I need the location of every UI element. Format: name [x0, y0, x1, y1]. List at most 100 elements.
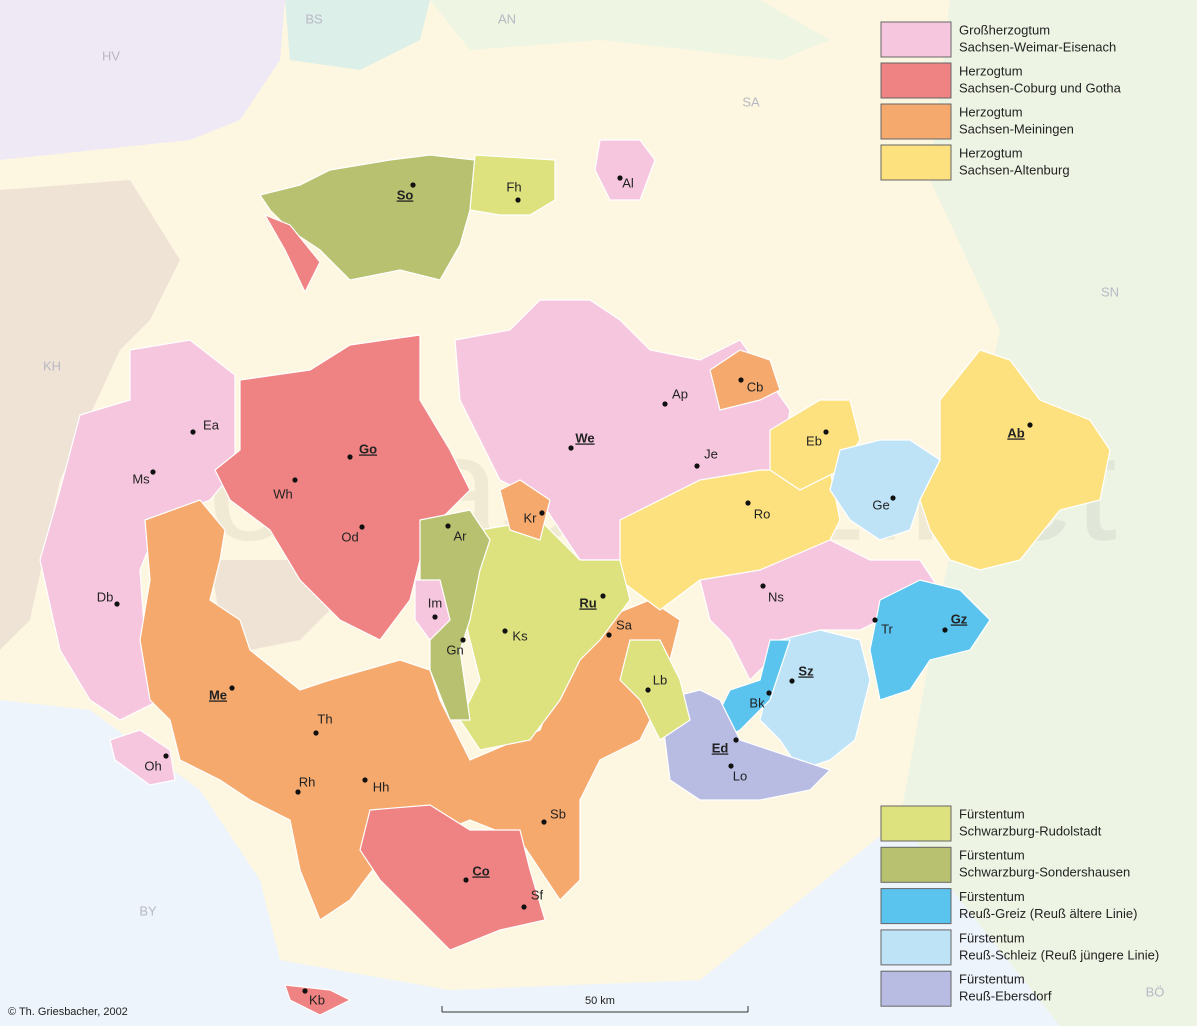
place-label: Sf [531, 887, 544, 902]
place-label: Al [622, 175, 634, 190]
place-label: Rh [299, 774, 316, 789]
legend-swatch [880, 846, 952, 883]
place-label: Hh [373, 779, 390, 794]
capital-label: Co [472, 863, 489, 878]
place-label: Cb [747, 379, 764, 394]
legend-text: Schwarzburg-Sondershausen [959, 865, 1130, 880]
place-dot [662, 401, 668, 407]
region [263, 213, 321, 294]
capital-label: Me [209, 687, 227, 702]
place-label: Ge [872, 497, 889, 512]
legend-swatch [880, 970, 952, 1007]
place-dot [872, 617, 878, 623]
place-label: Lb [653, 672, 667, 687]
neighbor-label: BS [305, 11, 323, 26]
place-label: Ap [672, 386, 688, 401]
legend-swatch [880, 929, 952, 966]
place-label: Ks [512, 628, 528, 643]
place-label: Gn [446, 642, 463, 657]
region [829, 439, 941, 541]
region [709, 349, 781, 411]
place-label: Im [428, 595, 442, 610]
neighbor-label: HV [102, 48, 120, 63]
legend-text: Sachsen-Coburg und Gotha [959, 80, 1122, 95]
place-dot [942, 627, 948, 633]
capital-label: Gz [951, 611, 968, 626]
place-dot [463, 877, 469, 883]
place-label: Od [341, 529, 358, 544]
place-dot [1027, 422, 1033, 428]
place-dot [313, 730, 319, 736]
region [499, 479, 551, 541]
region [869, 579, 991, 701]
place-dot [359, 524, 365, 530]
capital-label: Ed [712, 740, 729, 755]
legend-swatch [880, 888, 952, 925]
region [594, 139, 656, 201]
place-dot [617, 175, 623, 181]
place-dot [292, 477, 298, 483]
place-label: Sa [616, 617, 633, 632]
place-label: Sb [550, 806, 566, 821]
legend-text: Reuß-Schleiz (Reuß jüngere Linie) [959, 947, 1159, 962]
capital-label: Go [359, 441, 377, 456]
place-label: Tr [881, 621, 893, 636]
neighbor-area [285, 0, 430, 70]
place-label: Db [97, 589, 114, 604]
legend-text: Fürstentum [959, 806, 1025, 821]
place-dot [163, 753, 169, 759]
legend-text: Fürstentum [959, 972, 1025, 987]
place-dot [890, 495, 896, 501]
place-label: Th [317, 711, 332, 726]
neighbor-label: KH [43, 358, 61, 373]
place-dot [694, 463, 700, 469]
legend-text: Sachsen-Meiningen [959, 121, 1074, 136]
region [414, 579, 451, 641]
place-dot [515, 197, 521, 203]
neighbor-label: SN [1101, 284, 1119, 299]
neighbor-label: BÖ [1146, 984, 1165, 999]
place-label: Ea [203, 417, 220, 432]
legend-text: Herzogtum [959, 63, 1023, 78]
place-label: Ns [768, 589, 784, 604]
regions [39, 139, 1111, 1016]
place-dot [362, 777, 368, 783]
place-label: Lo [733, 768, 747, 783]
capital-label: So [397, 187, 414, 202]
legend-swatch [880, 103, 952, 140]
legend-swatch [880, 144, 952, 181]
place-dot [229, 685, 235, 691]
neighbor-area [430, 0, 830, 60]
place-dot [460, 637, 466, 643]
legend-text: Schwarzburg-Rudolstadt [959, 823, 1102, 838]
capital-label: We [575, 430, 594, 445]
region [469, 154, 556, 216]
place-dot [733, 737, 739, 743]
place-label: Bk [749, 695, 765, 710]
place-dot [541, 819, 547, 825]
region [619, 639, 691, 741]
place-label: Je [704, 446, 718, 461]
place-dot [150, 469, 156, 475]
place-dot [410, 182, 416, 188]
place-dot [789, 678, 795, 684]
neighbor-label: AN [498, 11, 516, 26]
place-dot [502, 628, 508, 634]
place-dot [114, 601, 120, 607]
place-dot [539, 510, 545, 516]
region [359, 804, 546, 951]
place-dot [295, 789, 301, 795]
legend-text: Reuß-Ebersdorf [959, 989, 1052, 1004]
legend-swatch [880, 805, 952, 842]
legend-text: Fürstentum [959, 930, 1025, 945]
place-label: Oh [144, 758, 161, 773]
legend-text: Sachsen-Weimar-Eisenach [959, 39, 1116, 54]
place-label: Ms [132, 471, 150, 486]
legend-text: Reuß-Greiz (Reuß ältere Linie) [959, 906, 1137, 921]
place-dot [445, 523, 451, 529]
region [284, 984, 352, 1016]
neighbor-label: BY [139, 903, 157, 918]
legend-text: Fürstentum [959, 848, 1025, 863]
place-dot [568, 445, 574, 451]
